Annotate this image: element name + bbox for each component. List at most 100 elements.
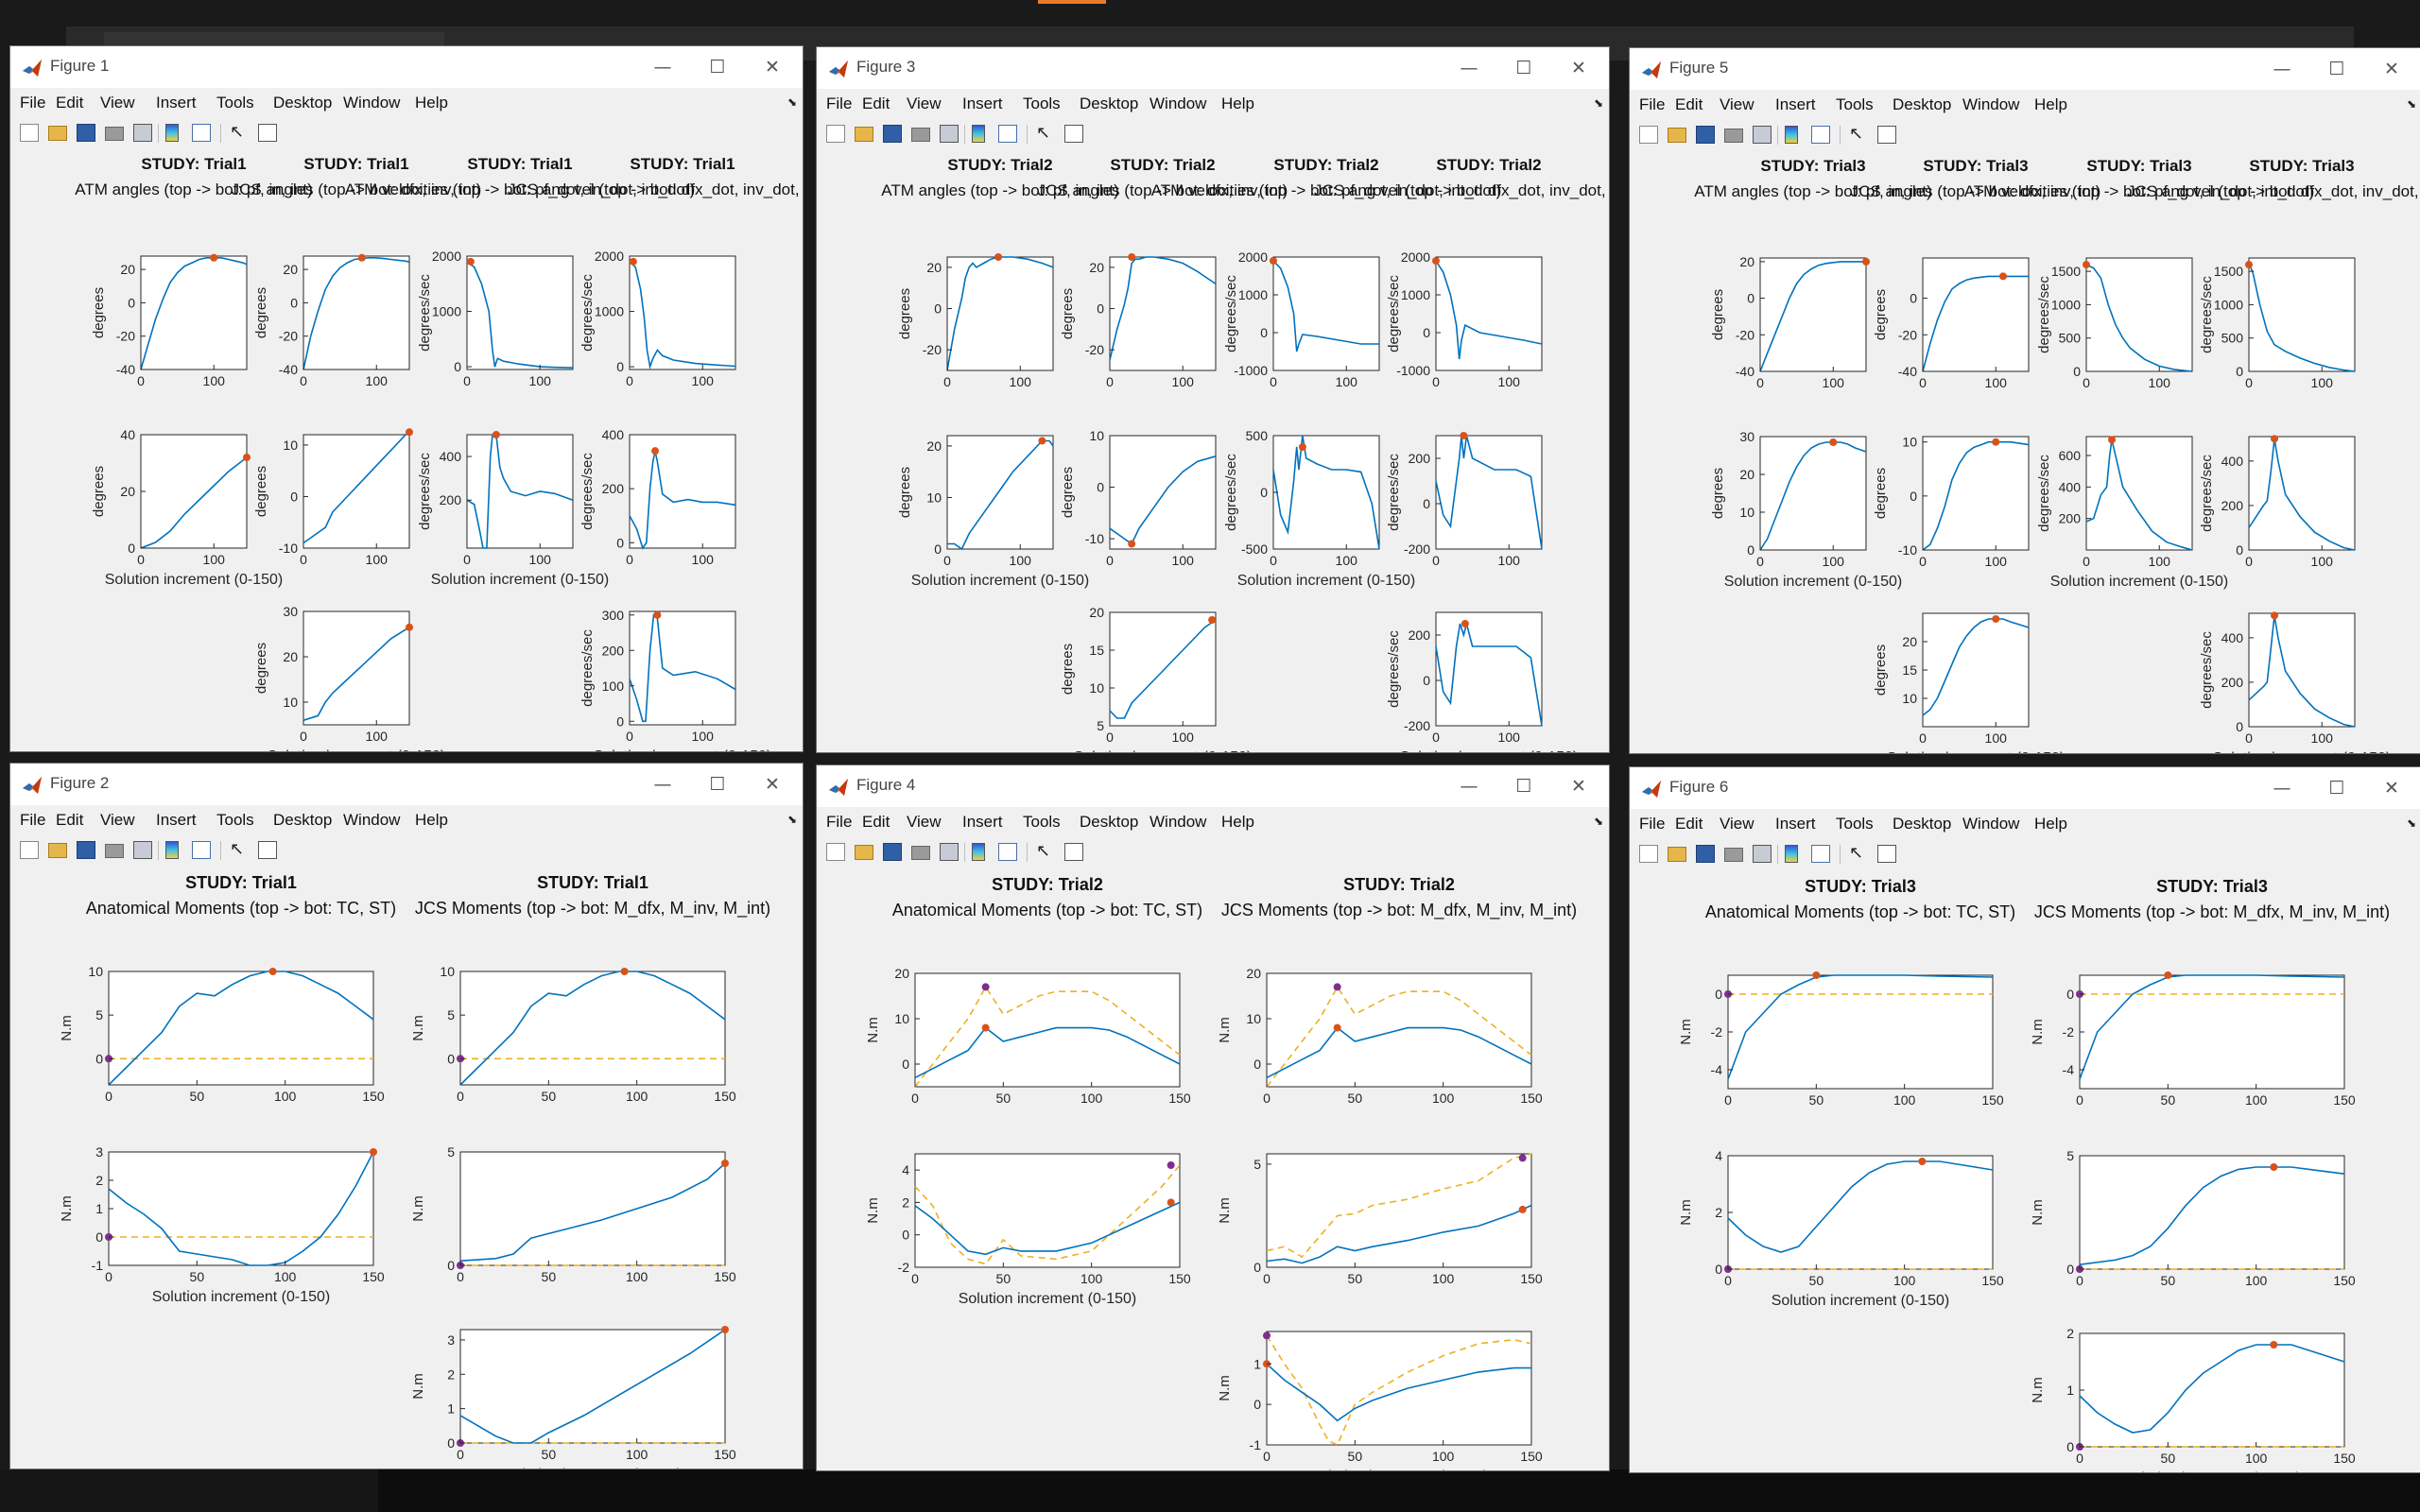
menu-file[interactable]: File	[20, 94, 46, 112]
menu-insert[interactable]: Insert	[1775, 815, 1816, 833]
menu-tools[interactable]: Tools	[1836, 815, 1874, 833]
link-plot-icon[interactable]	[1753, 845, 1772, 863]
menu-edit[interactable]: Edit	[56, 94, 84, 112]
figure-canvas[interactable]: STUDY: Trial2 Anatomical Moments (top -> …	[817, 868, 1609, 1470]
menu-edit[interactable]: Edit	[862, 94, 890, 112]
insert-legend-icon[interactable]	[1811, 126, 1830, 144]
figure-window-2[interactable]: Figure 3 — ☐ ✕ File Edit View Insert Tools Deskto…	[816, 46, 1610, 753]
menu-desktop[interactable]: Desktop	[273, 811, 333, 829]
plot-area[interactable]: STUDY: Trial3 ATM angles (top -> bot: pf,…	[1630, 150, 2420, 753]
link-plot-icon[interactable]	[940, 125, 959, 143]
figure-canvas[interactable]: STUDY: Trial3 ATM angles (top -> bot: pf,…	[1630, 150, 2420, 753]
new-figure-icon[interactable]	[20, 124, 39, 142]
plot-area[interactable]: STUDY: Trial1 Anatomical Moments (top -> …	[10, 866, 803, 1469]
insert-colorbar-icon[interactable]	[165, 124, 179, 142]
figure-canvas[interactable]: STUDY: Trial2 ATM angles (top -> bot: pf,…	[817, 149, 1609, 752]
menu-window[interactable]: Window	[343, 94, 401, 112]
subplot-1[interactable]: 0 100 -40 -20 0 degrees	[1873, 257, 2030, 390]
link-plot-icon[interactable]	[1753, 126, 1772, 144]
minimize-button[interactable]: —	[1460, 58, 1478, 78]
subplot-8[interactable]: 0 100 5 10 15 20 degrees Solution increment (0-…	[1060, 605, 1252, 752]
pointer-icon[interactable]: ↖	[1036, 841, 1051, 861]
title-bar[interactable]: Figure 5 — ☐ ✕	[1630, 48, 2420, 90]
close-button[interactable]: ✕	[2384, 778, 2399, 799]
menu-desktop[interactable]: Desktop	[1893, 815, 1952, 833]
subplot-4[interactable]: 0 50 100 150 0 1 2 3 N.m Solution increment (0-15…	[410, 1326, 736, 1469]
print-icon[interactable]	[1724, 129, 1743, 143]
subplot-0[interactable]: 0 50 100 150 0 5 10 N.m	[59, 964, 385, 1104]
figure-canvas[interactable]: STUDY: Trial1 ATM angles (top -> bot: pf,…	[10, 148, 803, 751]
new-figure-icon[interactable]	[20, 841, 39, 859]
close-button[interactable]: ✕	[1571, 776, 1586, 797]
menu-help[interactable]: Help	[415, 94, 448, 112]
subplot-4[interactable]: 0 100 0 20 40 degrees Solution increment (0-15…	[91, 427, 283, 588]
new-figure-icon[interactable]	[826, 125, 845, 143]
menu-file[interactable]: File	[826, 94, 853, 112]
subplot-0[interactable]: 0 100 -40 -20 0 20 degrees	[91, 253, 248, 388]
open-file-icon[interactable]	[1668, 128, 1686, 143]
menu-tools[interactable]: Tools	[1023, 813, 1061, 831]
menu-file[interactable]: File	[1639, 815, 1666, 833]
save-icon[interactable]	[883, 125, 902, 143]
menu-help[interactable]: Help	[1221, 94, 1254, 112]
print-icon[interactable]	[105, 844, 124, 858]
insert-colorbar-icon[interactable]	[972, 125, 985, 143]
print-icon[interactable]	[911, 128, 930, 142]
save-icon[interactable]	[77, 841, 95, 859]
save-icon[interactable]	[1696, 126, 1715, 144]
open-file-icon[interactable]	[855, 127, 873, 142]
save-icon[interactable]	[77, 124, 95, 142]
menu-desktop[interactable]: Desktop	[1080, 94, 1139, 112]
minimize-button[interactable]: —	[2273, 778, 2291, 799]
menu-desktop[interactable]: Desktop	[1080, 813, 1139, 831]
subplot-7[interactable]: 0 100 0 200 400 degrees/sec	[579, 427, 736, 567]
menu-view[interactable]: View	[100, 811, 135, 829]
insert-legend-icon[interactable]	[998, 125, 1017, 143]
close-button[interactable]: ✕	[1571, 58, 1586, 78]
menu-desktop[interactable]: Desktop	[1893, 95, 1952, 113]
menu-window[interactable]: Window	[1962, 815, 2020, 833]
menu-edit[interactable]: Edit	[1675, 95, 1703, 113]
new-figure-icon[interactable]	[1639, 845, 1658, 863]
menu-file[interactable]: File	[826, 813, 853, 831]
insert-legend-icon[interactable]	[192, 841, 211, 859]
subplot-6[interactable]: 0 100 200 400 degrees/sec Solution increment …	[417, 431, 609, 588]
link-plot-icon[interactable]	[133, 841, 152, 859]
insert-legend-icon[interactable]	[192, 124, 211, 142]
minimize-button[interactable]: —	[653, 774, 672, 795]
new-figure-icon[interactable]	[826, 843, 845, 861]
title-bar[interactable]: Figure 1 — ☐ ✕	[10, 46, 803, 88]
menu-insert[interactable]: Insert	[156, 811, 197, 829]
property-inspector-icon[interactable]	[1064, 125, 1083, 143]
figure-window-4[interactable]: Figure 2 — ☐ ✕ File Edit View Insert Tools Deskto…	[9, 763, 804, 1469]
close-button[interactable]: ✕	[765, 57, 780, 77]
subplot-3[interactable]: 0 50 100 150 0 5 N.m	[1217, 1153, 1543, 1286]
open-file-icon[interactable]	[48, 843, 67, 858]
subplot-0[interactable]: 0 100 -20 0 20 degrees	[897, 253, 1054, 389]
menu-view[interactable]: View	[907, 813, 942, 831]
insert-colorbar-icon[interactable]	[1785, 845, 1798, 863]
menu-insert[interactable]: Insert	[962, 94, 1003, 112]
subplot-1[interactable]: 0 100 -20 0 20 degrees	[1060, 253, 1217, 389]
subplot-2[interactable]: 0 50 100 150 0 2 4 N.m Solution increment (0-150…	[1678, 1148, 2004, 1309]
figure-canvas[interactable]: STUDY: Trial3 Anatomical Moments (top -> …	[1630, 869, 2420, 1472]
menu-window[interactable]: Window	[343, 811, 401, 829]
dock-arrow-icon[interactable]: ⬊	[1593, 815, 1603, 828]
figure-window-1[interactable]: Figure 1 — ☐ ✕ File Edit View Insert Tools Deskto…	[9, 45, 804, 752]
dock-arrow-icon[interactable]: ⬊	[786, 813, 797, 826]
property-inspector-icon[interactable]	[1877, 845, 1896, 863]
save-icon[interactable]	[1696, 845, 1715, 863]
subplot-4[interactable]: 0 100 0 10 20 degrees Solution increment (0-15…	[897, 435, 1089, 589]
menu-desktop[interactable]: Desktop	[273, 94, 333, 112]
subplot-9[interactable]: 0 100 0 200 400 degrees/sec Solution increment…	[2199, 611, 2391, 753]
menu-tools[interactable]: Tools	[1836, 95, 1874, 113]
